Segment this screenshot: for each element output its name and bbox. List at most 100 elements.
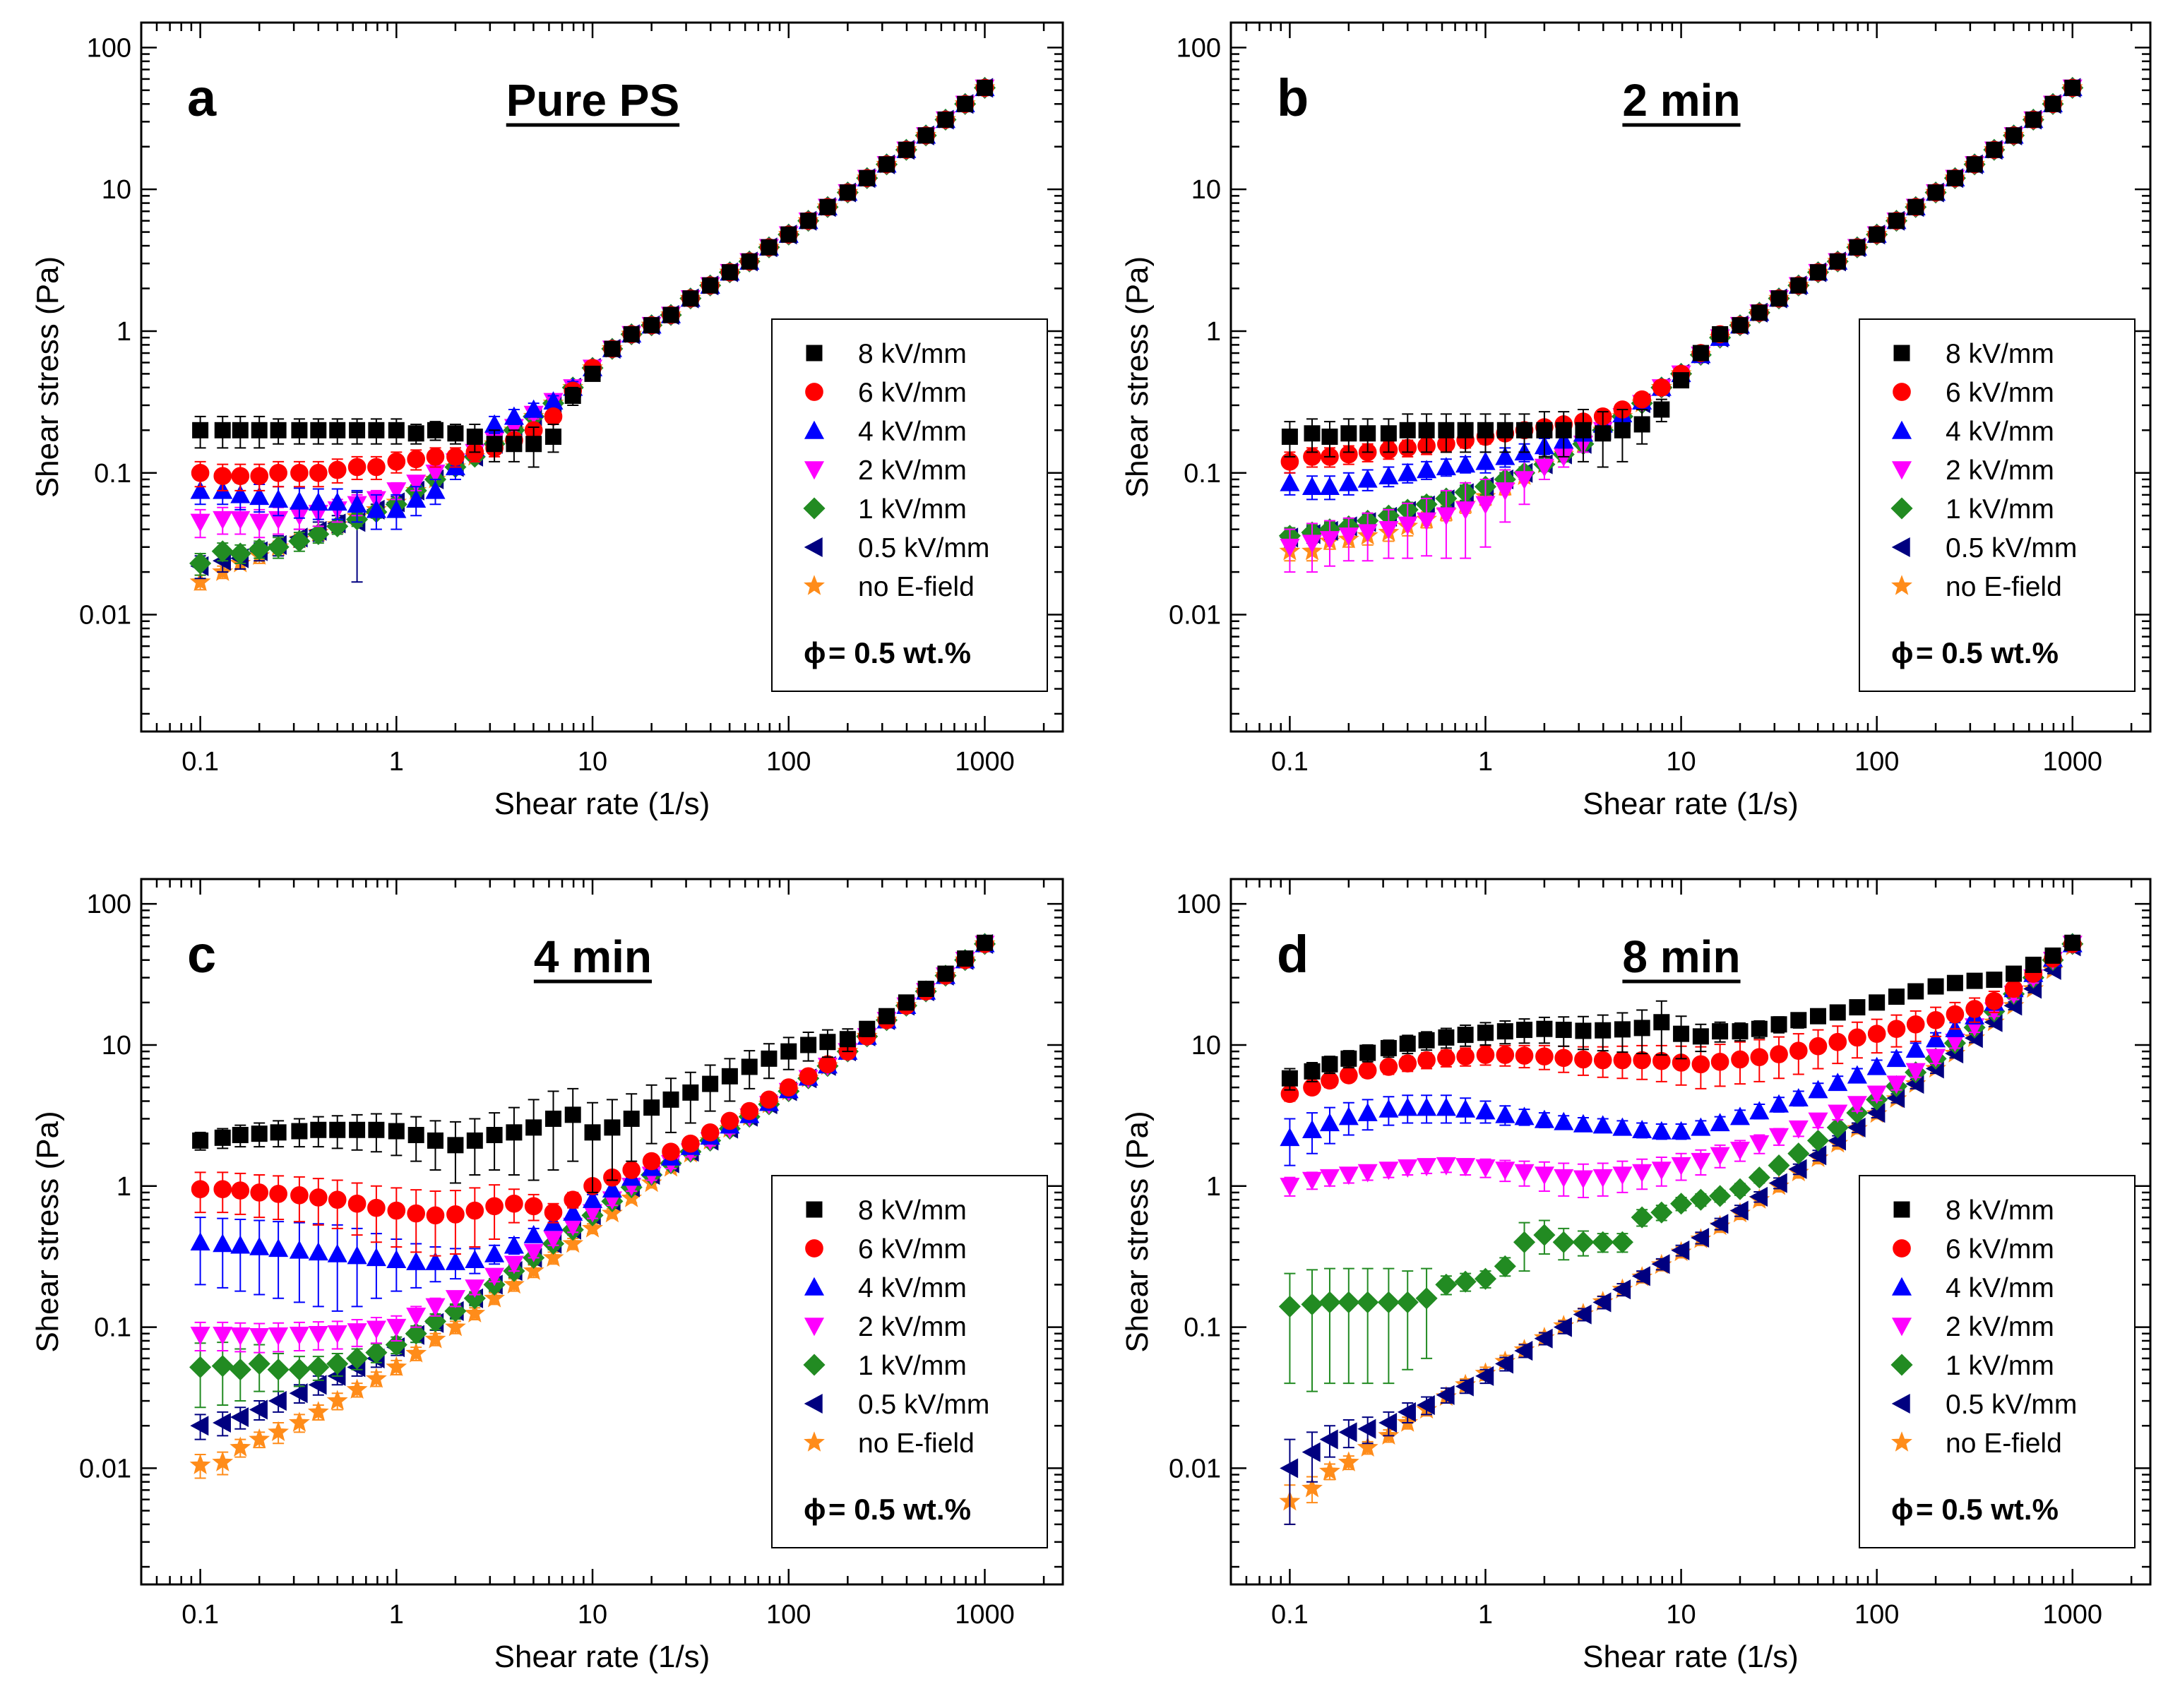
data-point bbox=[1398, 516, 1418, 535]
data-point bbox=[486, 1127, 503, 1144]
x-tick-label: 1000 bbox=[955, 1600, 1015, 1630]
data-point bbox=[1633, 390, 1651, 409]
data-point bbox=[1516, 422, 1533, 438]
y-tick-label: 0.01 bbox=[79, 601, 131, 631]
data-point bbox=[466, 1132, 483, 1149]
data-point bbox=[289, 1240, 309, 1259]
data-point bbox=[780, 1043, 797, 1060]
legend-item: 1 kV/mm bbox=[1890, 494, 2054, 525]
data-point bbox=[761, 239, 778, 256]
data-point bbox=[544, 407, 563, 426]
legend-marker bbox=[1891, 537, 1910, 558]
data-point bbox=[214, 1129, 231, 1146]
data-point bbox=[543, 1231, 564, 1250]
data-point bbox=[465, 1279, 485, 1298]
panel-title: Pure PS bbox=[506, 75, 679, 126]
plot-frame bbox=[1229, 878, 2152, 1586]
data-point bbox=[1673, 372, 1690, 389]
data-point bbox=[190, 1416, 209, 1436]
data-point bbox=[1614, 422, 1631, 438]
error-bar bbox=[254, 1219, 266, 1296]
data-point bbox=[190, 480, 210, 499]
data-point bbox=[917, 127, 934, 144]
data-point bbox=[406, 474, 427, 494]
data-point bbox=[231, 1181, 250, 1200]
y-axis-title: Shear stress (Pa) bbox=[30, 1111, 65, 1352]
data-point bbox=[1829, 253, 1846, 270]
y-tick-label: 0.1 bbox=[94, 459, 131, 489]
data-point bbox=[290, 1186, 309, 1205]
legend-item: 2 kV/mm bbox=[804, 1312, 967, 1342]
series-8-kv-mm bbox=[192, 934, 993, 1193]
data-point bbox=[307, 1401, 329, 1421]
data-point bbox=[681, 1134, 700, 1153]
legend-marker bbox=[805, 383, 823, 401]
data-point bbox=[366, 1248, 386, 1267]
data-point bbox=[780, 226, 797, 243]
data-point bbox=[1417, 512, 1437, 531]
data-point bbox=[839, 184, 856, 201]
legend-marker bbox=[804, 461, 825, 480]
data-point bbox=[290, 463, 309, 482]
data-point bbox=[1652, 378, 1671, 397]
data-point bbox=[229, 1358, 251, 1381]
data-point bbox=[346, 1378, 368, 1399]
data-point bbox=[326, 515, 349, 537]
data-point bbox=[386, 1318, 407, 1337]
data-point bbox=[1751, 304, 1768, 321]
y-tick-label: 1 bbox=[1206, 317, 1221, 347]
data-point bbox=[365, 1368, 387, 1388]
data-point bbox=[484, 1243, 505, 1262]
data-point bbox=[444, 1300, 467, 1322]
series-8-kv-mm bbox=[192, 79, 993, 468]
data-point bbox=[307, 1356, 330, 1378]
legend-marker bbox=[805, 1239, 823, 1258]
data-point bbox=[230, 1407, 249, 1428]
data-point bbox=[405, 1342, 427, 1363]
data-point bbox=[602, 1178, 622, 1198]
data-point bbox=[1280, 539, 1300, 558]
data-point bbox=[957, 950, 974, 967]
data-point bbox=[251, 1125, 268, 1142]
data-point bbox=[485, 1197, 504, 1216]
data-point bbox=[289, 1326, 309, 1345]
plot-frame bbox=[140, 878, 1064, 1586]
data-point bbox=[386, 499, 407, 518]
data-point bbox=[583, 1189, 603, 1208]
data-point bbox=[347, 1194, 367, 1213]
data-point bbox=[1378, 520, 1399, 539]
data-point bbox=[366, 1320, 386, 1339]
plot-frame bbox=[1229, 21, 2152, 733]
legend-label: no E-field bbox=[858, 1428, 975, 1459]
data-point bbox=[368, 422, 385, 438]
data-point bbox=[211, 540, 234, 563]
legend-marker bbox=[804, 420, 825, 439]
data-point bbox=[250, 1183, 269, 1202]
legend-label: 8 kV/mm bbox=[858, 339, 967, 369]
data-point bbox=[230, 1436, 251, 1457]
data-point bbox=[839, 1031, 856, 1048]
legend-marker bbox=[803, 497, 826, 520]
data-point bbox=[564, 388, 581, 405]
data-point bbox=[702, 1075, 719, 1092]
legend-marker bbox=[1893, 383, 1911, 401]
chart-panel-c: 0.1 1 10 100 1000 0.01 0.1 1 10 100 Shear rate (1/… bbox=[30, 878, 1064, 1674]
data-point bbox=[248, 538, 270, 561]
data-point bbox=[662, 1142, 680, 1161]
data-point bbox=[525, 1119, 542, 1136]
data-point bbox=[406, 489, 427, 508]
data-point bbox=[1304, 425, 1321, 442]
data-point bbox=[269, 1185, 287, 1203]
data-point bbox=[1555, 422, 1572, 438]
data-point bbox=[604, 1119, 621, 1136]
data-point bbox=[701, 1123, 720, 1142]
data-point bbox=[190, 1232, 210, 1251]
y-axis-title: Shear stress (Pa) bbox=[30, 256, 65, 498]
data-point bbox=[1514, 471, 1535, 490]
data-point bbox=[212, 1451, 234, 1471]
data-point bbox=[760, 1090, 778, 1109]
data-point bbox=[1712, 326, 1729, 342]
data-point bbox=[523, 1260, 544, 1280]
data-point bbox=[329, 422, 346, 438]
